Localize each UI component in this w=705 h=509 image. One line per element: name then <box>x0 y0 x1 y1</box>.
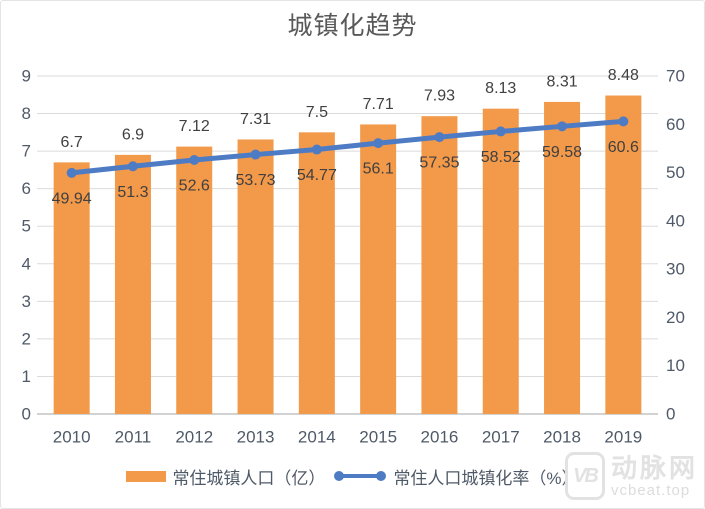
y-axis-tick-left: 6 <box>22 179 31 198</box>
bar <box>176 146 213 415</box>
bar <box>482 108 519 414</box>
y-axis-tick-right: 10 <box>666 356 685 375</box>
bar-label: 8.48 <box>608 67 639 84</box>
y-axis-tick-right: 70 <box>666 67 685 86</box>
bar-label: 6.9 <box>122 126 144 143</box>
line-label: 56.1 <box>363 161 394 178</box>
y-axis-tick-left: 9 <box>22 67 31 86</box>
vb-logo-text: VB <box>573 464 599 487</box>
y-axis-tick-left: 0 <box>22 405 31 424</box>
y-axis-tick-right: 50 <box>666 163 685 182</box>
x-axis-label: 2016 <box>421 428 459 447</box>
x-axis-label: 2019 <box>604 428 642 447</box>
line-label: 59.58 <box>542 144 582 161</box>
line-marker <box>618 116 629 127</box>
bar-label: 8.13 <box>485 80 516 97</box>
y-axis-tick-left: 5 <box>22 217 31 236</box>
line-label: 58.52 <box>481 149 521 166</box>
bar-label: 7.5 <box>306 104 328 121</box>
line-label: 54.77 <box>297 167 337 184</box>
line-marker <box>127 161 138 172</box>
watermark-text: 动脉网 vcbeat.top <box>611 455 698 498</box>
vb-logo-icon: VB <box>564 452 605 500</box>
line-label: 53.73 <box>236 172 276 189</box>
y-axis-tick-right: 40 <box>666 211 685 230</box>
bar-label: 8.31 <box>546 73 577 90</box>
y-axis-tick-left: 2 <box>22 329 31 348</box>
bar <box>360 124 397 415</box>
bar-label: 7.31 <box>240 111 271 128</box>
y-axis-tick-right: 0 <box>666 405 675 424</box>
legend-line-marker <box>334 471 387 481</box>
chart-title: 城镇化趋势 <box>287 12 418 40</box>
line-label: 49.94 <box>52 190 92 207</box>
legend-bar-swatch <box>126 470 167 482</box>
x-axis-label: 2012 <box>175 428 213 447</box>
y-axis-tick-left: 8 <box>22 104 31 123</box>
y-axis-tick-left: 1 <box>22 367 31 386</box>
line-label: 52.6 <box>179 178 210 195</box>
watermark-name: 动脉网 <box>610 452 698 483</box>
x-axis-label: 2015 <box>359 428 397 447</box>
y-axis-tick-left: 7 <box>22 142 31 161</box>
line-marker <box>373 138 384 149</box>
line-marker <box>557 121 568 132</box>
line-series <box>69 118 626 176</box>
bar <box>544 101 581 414</box>
legend-bar-label: 常住城镇人口（亿） <box>172 468 326 488</box>
line-label: 51.3 <box>117 184 148 201</box>
bar-label: 7.71 <box>363 96 394 113</box>
line-marker <box>66 167 77 178</box>
x-axis-label: 2017 <box>482 428 520 447</box>
bar-label: 7.93 <box>424 88 455 105</box>
x-axis-label: 2013 <box>237 428 275 447</box>
x-axis-label: 2010 <box>53 428 91 447</box>
legend-line-label: 常住人口城镇化率（%） <box>393 468 579 488</box>
bar <box>237 139 274 415</box>
y-axis-tick-right: 30 <box>666 260 685 279</box>
line-marker <box>311 144 322 155</box>
x-axis-label: 2011 <box>115 428 152 447</box>
line-marker <box>434 132 445 143</box>
line-label: 57.35 <box>419 155 459 172</box>
bar-label: 7.12 <box>179 118 210 135</box>
y-axis-tick-left: 3 <box>22 292 31 311</box>
line-marker <box>189 155 200 166</box>
bar <box>298 132 335 415</box>
x-axis-label: 2018 <box>543 428 581 447</box>
legend: 常住城镇人口（亿） 常住人口城镇化率（%） <box>1 461 704 491</box>
y-axis-tick-right: 60 <box>666 115 685 134</box>
watermark: VB 动脉网 vcbeat.top <box>564 452 698 500</box>
legend-item-bar[interactable]: 常住城镇人口（亿） <box>126 464 325 489</box>
bar <box>421 116 458 414</box>
x-axis-label: 2014 <box>298 428 336 447</box>
y-axis-tick-right: 20 <box>666 308 685 327</box>
bar <box>605 95 642 414</box>
line-marker <box>250 149 261 160</box>
y-axis-tick-left: 4 <box>22 254 31 273</box>
line-marker <box>495 126 506 137</box>
watermark-url: vcbeat.top <box>610 481 691 499</box>
line-label: 60.6 <box>608 139 639 156</box>
bar-label: 6.7 <box>61 134 83 151</box>
bar <box>53 162 90 414</box>
legend-item-line[interactable]: 常住人口城镇化率（%） <box>333 464 579 489</box>
bar <box>114 154 151 414</box>
